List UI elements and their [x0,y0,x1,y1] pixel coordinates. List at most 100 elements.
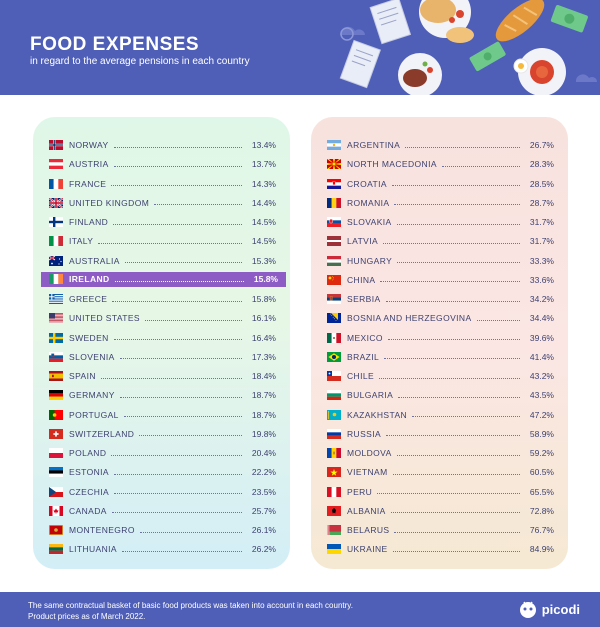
dotted-leader [391,185,520,186]
country-value: 33.3% [529,255,554,266]
country-name: SLOVENIA [69,351,115,362]
country-name: CANADA [69,505,107,516]
country-value: 14.4% [251,197,276,208]
country-row-slovakia: SLOVAKIA 31.7% [311,214,568,230]
country-value: 43.5% [529,390,554,401]
poland-flag-icon [49,448,63,458]
country-value: 28.5% [529,178,554,189]
country-row-estonia: ESTONIA 22.2% [33,464,290,480]
country-value: 15.8% [251,294,276,304]
country-row-finland: FINLAND 14.5% [33,214,290,230]
dotted-leader [114,280,244,282]
country-name: MEXICO [347,332,383,343]
dotted-leader [139,531,242,533]
country-name: PORTUGAL [69,409,119,420]
country-value: 31.7% [529,217,554,227]
country-value: 76.7% [529,525,554,535]
dotted-leader [392,550,520,552]
dotted-leader [154,204,242,206]
country-name: ALBANIA [347,505,386,516]
dotted-leader [119,358,242,360]
country-value: 25.7% [251,505,276,516]
dotted-leader [124,262,242,263]
lithuania-flag-icon [49,544,63,555]
country-row-australia: AUSTRALIA 15.3% [33,253,290,269]
country-name: NORWAY [69,140,109,150]
country-row-italy: ITALY 14.5% [33,233,290,249]
dotted-leader [380,281,520,283]
country-value: 14.3% [251,178,276,189]
bulgaria-flag-icon [327,390,341,401]
dotted-leader [98,242,242,244]
country-value: 16.1% [251,313,276,324]
north-macedonia-flag-icon [327,159,341,170]
country-value: 28.7% [529,197,554,208]
slovenia-flag-icon [49,351,63,362]
footer-note: The same contractual basket of basic foo… [28,600,353,622]
dotted-leader [441,165,520,167]
country-row-france: FRANCE 14.3% [33,176,290,192]
portugal-flag-icon [49,409,63,420]
header-banner: FOOD EXPENSES in regard to the average p… [0,0,600,95]
country-name: VIETNAM [347,467,388,478]
romania-flag-icon [327,197,341,208]
estonia-flag-icon [49,467,63,478]
croatia-flag-icon [327,178,341,189]
country-value: 84.9% [529,544,554,555]
country-name: SLOVAKIA [347,217,392,227]
country-value: 39.6% [529,332,554,343]
country-value: 58.9% [529,428,554,439]
country-name: MONTENEGRO [69,525,135,535]
dotted-leader [113,223,242,225]
peru-flag-icon [327,486,341,497]
dotted-leader [396,454,520,456]
brazil-flag-icon [327,351,341,362]
austria-flag-icon [49,159,63,170]
dotted-leader [113,339,242,340]
country-row-albania: ALBANIA 72.8% [311,503,568,519]
country-row-portugal: PORTUGAL 18.7% [33,407,290,423]
dotted-leader [113,165,242,167]
country-name: POLAND [69,448,107,458]
country-value: 18.7% [251,390,276,401]
left-panel: NORWAY 13.4% AUSTRIA 13.7% FRANCE 14.3% UNITED… [33,117,290,569]
dotted-leader [387,339,520,340]
country-row-croatia: CROATIA 28.5% [311,176,568,192]
country-value: 15.8% [253,274,278,285]
australia-flag-icon [49,255,63,266]
country-value: 28.3% [529,159,554,170]
country-value: 18.7% [251,409,276,420]
country-value: 47.2% [529,409,554,420]
country-row-bulgaria: BULGARIA 43.5% [311,387,568,403]
ireland-flag-icon [49,274,63,285]
country-row-poland: POLAND 20.4% [33,445,290,461]
country-value: 72.8% [529,505,554,516]
country-value: 43.2% [529,371,554,381]
dotted-leader [394,531,520,533]
country-name: ESTONIA [69,467,109,478]
country-value: 18.4% [251,371,276,381]
italy-flag-icon [49,236,63,247]
country-value: 13.4% [251,140,276,150]
country-name: AUSTRIA [69,159,109,170]
country-value: 41.4% [529,351,554,362]
country-name: ITALY [69,236,94,247]
food-illustration [339,0,597,95]
country-name: FINLAND [69,217,109,227]
country-name: GERMANY [69,390,115,401]
dotted-leader [383,242,520,244]
usa-flag-icon [49,313,63,324]
brand-logo: picodi [518,599,580,619]
slovakia-flag-icon [327,217,341,227]
dotted-leader [111,512,242,514]
page-subtitle: in regard to the average pensions in eac… [30,56,250,67]
latvia-flag-icon [327,236,341,247]
dotted-leader [398,396,520,398]
country-row-vietnam: VIETNAM 60.5% [311,464,568,480]
dotted-leader [113,473,242,475]
country-value: 26.7% [529,140,554,150]
country-row-united-kingdom: UNITED KINGDOM 14.4% [33,195,290,211]
country-name: CZECHIA [69,486,110,497]
dotted-leader [385,300,520,302]
right-panel: ARGENTINA 26.7% NORTH MACEDONIA 28.3% CROATI… [311,117,568,569]
